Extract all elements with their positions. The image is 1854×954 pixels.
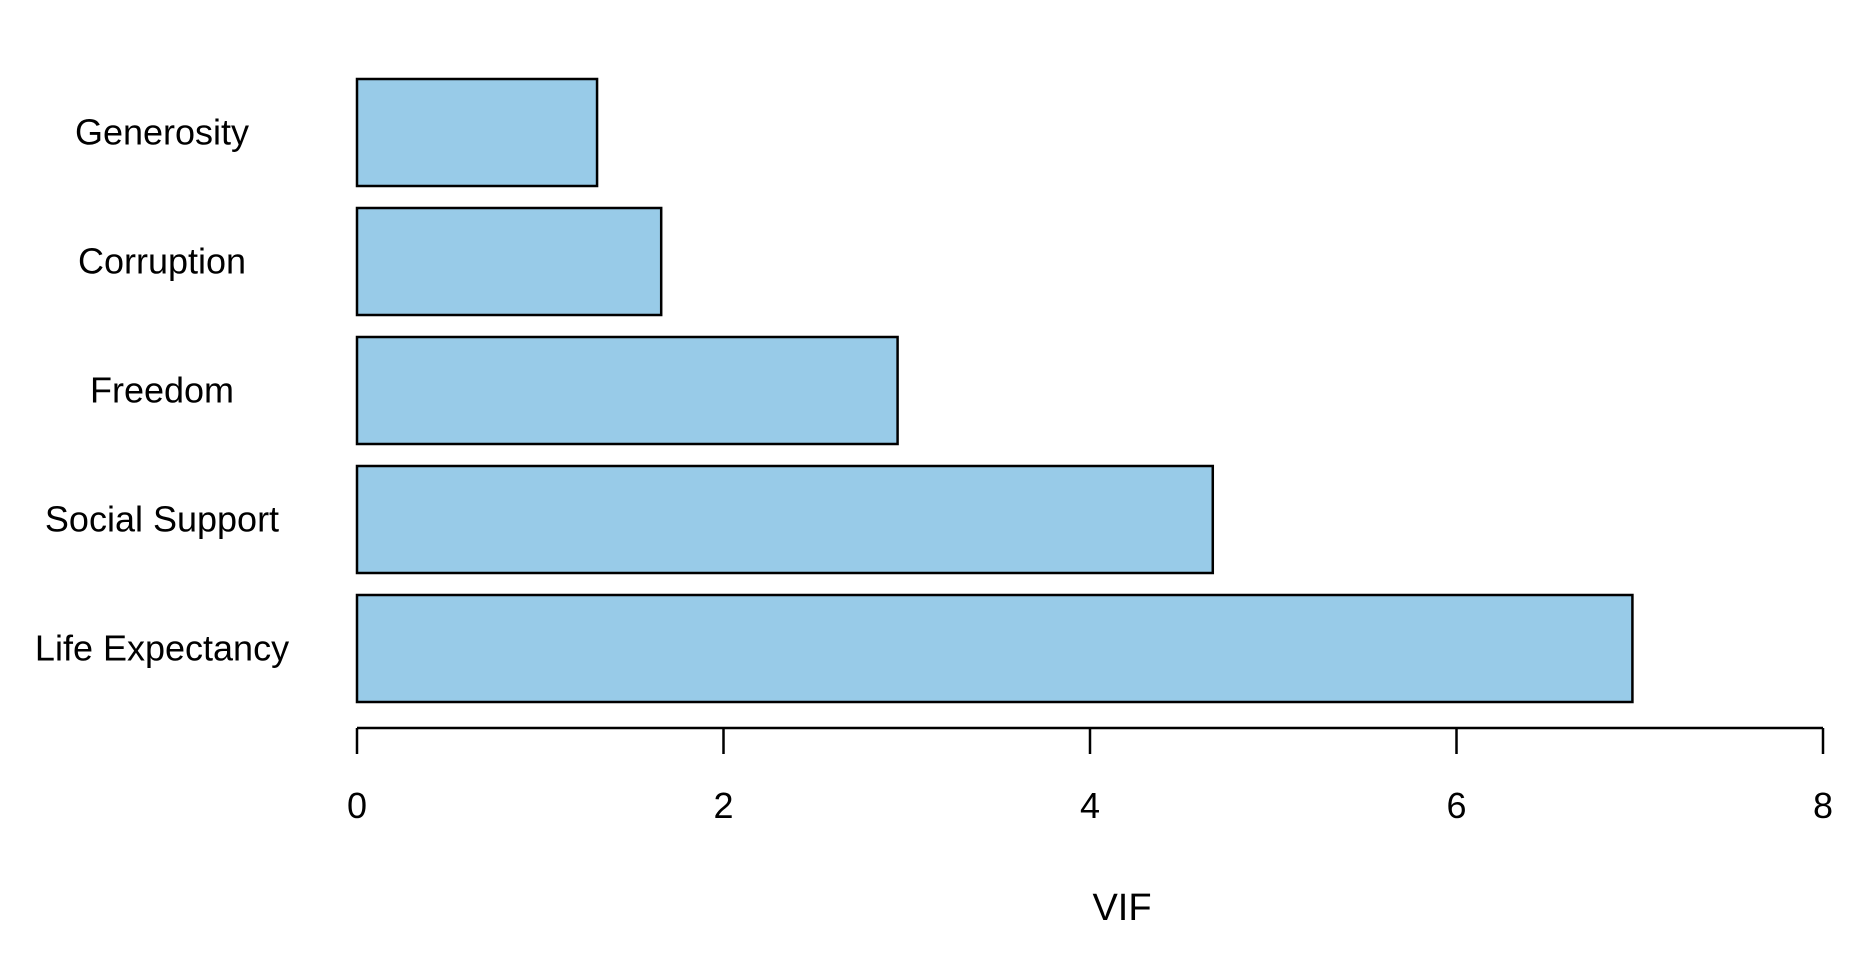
- category-label: Corruption: [78, 241, 246, 282]
- bar-generosity: [355, 77, 599, 188]
- bar-life-expectancy: [355, 593, 1634, 704]
- category-label: Freedom: [90, 370, 234, 411]
- x-axis: 0 2 4 6 8: [347, 726, 1833, 826]
- x-tick-label: 0: [347, 785, 367, 826]
- category-labels: Life Expectancy Social Support Freedom Corr…: [35, 112, 289, 669]
- bar-corruption: [355, 206, 663, 317]
- x-tick-label: 6: [1446, 785, 1466, 826]
- x-tick-label: 2: [713, 785, 733, 826]
- x-tick-label: 8: [1813, 785, 1833, 826]
- x-axis-title: VIF: [1092, 887, 1151, 929]
- category-label: Social Support: [45, 499, 279, 540]
- bar-social-support: [355, 464, 1215, 575]
- x-tick-label: 4: [1080, 785, 1100, 826]
- bar-freedom: [355, 335, 899, 446]
- category-label: Generosity: [75, 112, 249, 153]
- category-label: Life Expectancy: [35, 628, 289, 669]
- bars-group: [355, 77, 1634, 704]
